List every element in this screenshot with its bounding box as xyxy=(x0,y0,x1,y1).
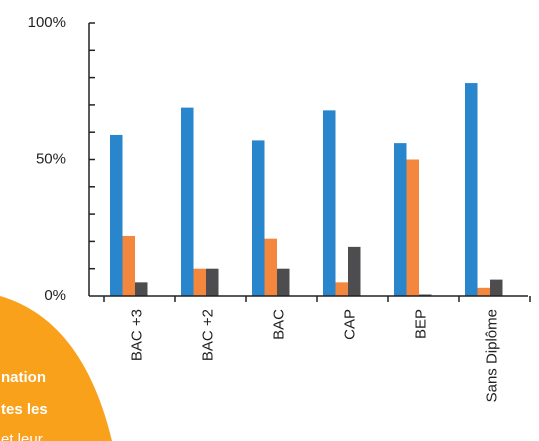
bar-bac-3-s1 xyxy=(110,134,123,296)
orange-badge: nation tes les et leur xyxy=(0,296,112,441)
bar-bac-3-s3 xyxy=(135,282,148,296)
badge-shape xyxy=(0,296,112,441)
x-category-label: CAP xyxy=(342,309,359,340)
y-tick-label: 0% xyxy=(44,287,66,304)
bar-bep-s2 xyxy=(406,159,419,296)
x-category-label: BAC xyxy=(271,309,288,340)
badge-line-1: nation xyxy=(1,369,46,386)
bar-bep-s1 xyxy=(394,143,407,296)
x-category-label: BEP xyxy=(413,309,430,339)
y-tick-label: 50% xyxy=(36,151,66,168)
bar-cap-s2 xyxy=(335,282,348,296)
x-category-label: BAC +2 xyxy=(200,309,217,361)
bar-bac-s1 xyxy=(252,140,265,296)
bar-bac-3-s2 xyxy=(122,235,135,296)
bar-bac-2-s1 xyxy=(181,107,194,296)
y-tick-labels: 0% 50% 100% xyxy=(28,14,66,304)
bar-sans-dipl-me-s2 xyxy=(477,287,490,296)
bar-sans-dipl-me-s1 xyxy=(465,83,478,296)
bar-bac-2-s2 xyxy=(193,268,206,296)
bars-group xyxy=(110,83,503,296)
y-tick-label: 100% xyxy=(28,14,66,31)
x-category-label: Sans Diplôme xyxy=(484,309,501,402)
badge-line-3: et leur xyxy=(1,431,43,441)
axes-group xyxy=(88,22,531,302)
bar-cap-s3 xyxy=(348,246,361,296)
bar-bac-2-s3 xyxy=(206,268,219,296)
bar-bac-s2 xyxy=(264,238,277,296)
category-labels: BAC +3 BAC +2 BAC CAP BEP Sans Diplôme xyxy=(129,309,501,403)
bar-cap-s1 xyxy=(323,110,336,296)
bar-bac-s3 xyxy=(277,268,290,296)
x-category-label: BAC +3 xyxy=(129,309,146,361)
bar-sans-dipl-me-s3 xyxy=(490,279,503,296)
badge-line-2: tes les xyxy=(1,401,48,418)
